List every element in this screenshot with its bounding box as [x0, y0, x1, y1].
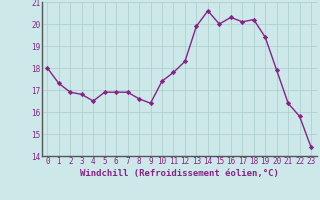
X-axis label: Windchill (Refroidissement éolien,°C): Windchill (Refroidissement éolien,°C): [80, 169, 279, 178]
